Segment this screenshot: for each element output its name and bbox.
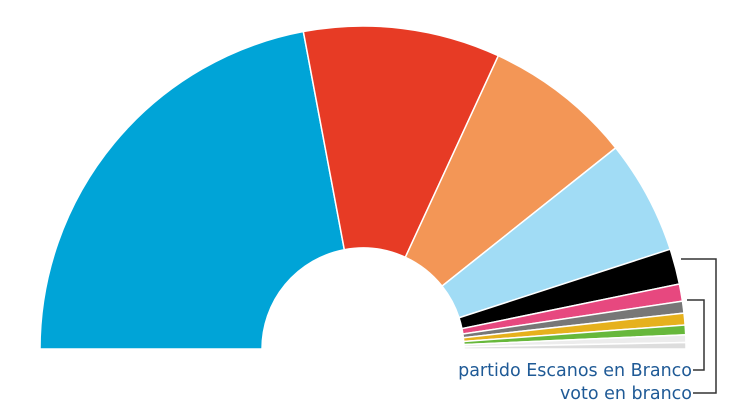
slice-1	[39, 30, 346, 350]
annotation-brackets: partido Escanos en Branco voto en branco	[458, 258, 717, 404]
annotation-label-2: voto en branco	[560, 384, 692, 404]
annotation-bracket-1	[681, 258, 717, 394]
annotation-label-1: partido Escanos en Branco	[458, 361, 692, 381]
slice-2	[302, 25, 500, 259]
annotation-bracket-2	[687, 299, 705, 371]
slice-3	[404, 54, 617, 288]
slice-11	[463, 341, 687, 350]
slices	[39, 25, 687, 350]
